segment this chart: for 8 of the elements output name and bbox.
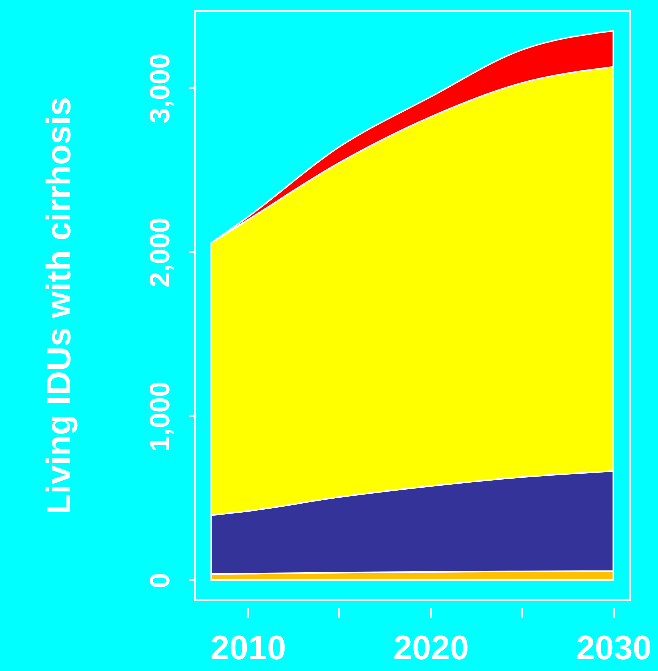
- y-tick-label: 3,000: [144, 54, 176, 124]
- x-tick-label: 2010: [210, 630, 286, 668]
- x-tick-label: 2020: [393, 630, 470, 668]
- y-axis-title: Living IDUs with cirrhosis: [40, 97, 78, 515]
- x-tick-label: 2030: [576, 630, 652, 668]
- y-tick-label: 1,000: [144, 382, 176, 452]
- y-tick-label: 2,000: [144, 218, 176, 288]
- y-tick-label: 0: [144, 573, 176, 589]
